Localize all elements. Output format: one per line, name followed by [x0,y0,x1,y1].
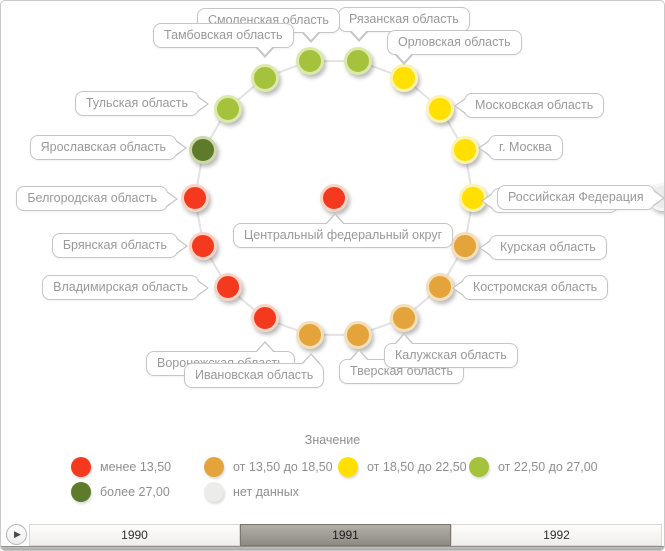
region-dot[interactable] [450,231,479,260]
region-label: Ярославская область [40,140,166,154]
region-tooltip: Брянская область [51,233,188,258]
region-label: Брянская область [62,238,167,252]
region-label: Центральный федеральный округ [244,228,443,242]
timeline-track [1,546,664,550]
legend-label: более 27,00 [100,485,170,499]
region-label: Калужская область [395,348,507,362]
region-tooltip: Тамбовская область [153,23,294,58]
region-tooltip: Ярославская область [29,135,187,160]
legend-item: нет данных [204,481,299,503]
legend-swatch-icon [204,482,224,502]
legend-label: от 13,50 до 18,50 [233,460,333,474]
legend-label: от 18,50 до 22,50 [367,460,467,474]
region-dot[interactable] [189,231,218,260]
region-dot[interactable] [213,94,242,123]
legend-swatch-icon [469,457,489,477]
region-dot[interactable] [295,47,324,76]
region-label: Московская область [475,98,594,112]
year-cell-1990[interactable]: 1990 [29,524,240,546]
region-tooltip: Тульская область [74,91,209,116]
region-label: Костромская область [473,280,598,294]
legend-item: от 22,50 до 27,00 [469,456,598,478]
region-tooltip: Белгородская область [16,186,178,211]
legend-swatch-icon [338,457,358,477]
timeline: 1990 1991 1992 [29,524,662,546]
region-dot[interactable] [389,304,418,333]
region-dot[interactable] [189,136,218,165]
region-tooltip: Московская область [454,93,605,118]
region-dot[interactable] [344,320,373,349]
legend-label: нет данных [233,485,299,499]
region-label: Владимирская область [53,280,188,294]
legend-label: менее 13,50 [100,460,172,474]
region-dot[interactable] [213,273,242,302]
legend-item: от 13,50 до 18,50 [204,456,333,478]
region-tooltip: Рязанская область [338,7,470,42]
legend-swatch-icon [71,457,91,477]
legend-title: Значение [304,433,361,447]
region-tooltip: Ивановская область [184,353,325,388]
region-dot[interactable] [295,320,324,349]
legend-swatch-icon [204,457,224,477]
legend-label: от 22,50 до 27,00 [498,460,598,474]
region-tooltip: Калужская область [384,333,518,368]
legend-item: от 18,50 до 22,50 [338,456,467,478]
region-dot[interactable] [450,136,479,165]
year-label: 1992 [543,528,570,542]
region-label: Белгородская область [27,191,157,205]
legend-item: менее 13,50 [71,456,171,478]
region-tooltip: Орловская область [387,30,522,65]
region-dot[interactable] [426,94,455,123]
connection-ring-line [193,60,475,336]
region-tooltip: Костромская область [452,275,609,300]
region-label: Тамбовская область [164,28,283,42]
region-label: Рязанская область [349,12,459,26]
region-label: Российская Федерация [508,190,644,204]
region-dot[interactable] [459,184,487,212]
region-tooltip: Российская Федерация [497,185,664,210]
region-tooltip: Центральный федеральный округ [233,213,454,248]
year-label: 1990 [121,528,148,542]
region-dot[interactable] [250,304,279,333]
region-dot[interactable] [389,63,418,92]
region-label: Курская область [500,240,596,254]
year-cell-1991[interactable]: 1991 [240,524,451,546]
district-center-dot[interactable] [320,184,348,212]
region-label: Орловская область [398,35,511,49]
region-tooltip: Владимирская область [42,275,209,300]
region-tooltip: г. Москва [478,135,563,160]
legend-item: более 27,00 [71,481,170,503]
region-label: Тульская область [85,96,188,110]
year-label: 1991 [332,528,359,542]
region-tooltip: Курская область [479,235,607,260]
region-dot[interactable] [181,184,209,212]
legend-swatch-icon [71,482,91,502]
region-dot[interactable] [250,63,279,92]
play-button[interactable]: ▶ [6,524,27,545]
region-label: Ивановская область [195,368,314,382]
region-label: г. Москва [499,140,552,154]
region-dot[interactable] [344,47,373,76]
year-cell-1992[interactable]: 1992 [451,524,662,546]
play-icon: ▶ [14,529,21,539]
